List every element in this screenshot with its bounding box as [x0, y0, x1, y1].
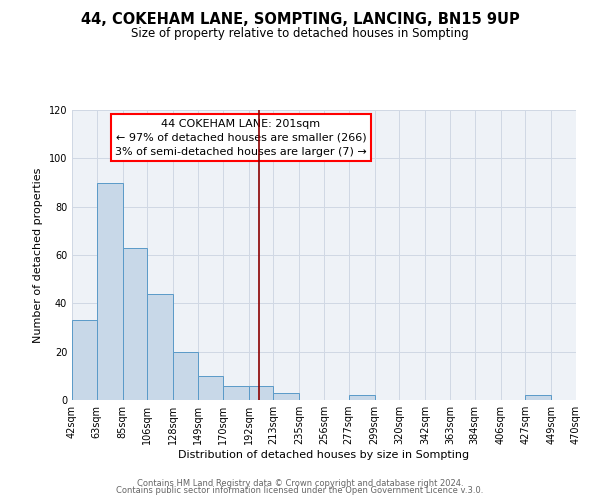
- Bar: [526, 395, 551, 400]
- Y-axis label: Number of detached properties: Number of detached properties: [33, 168, 43, 342]
- Bar: [349, 395, 374, 400]
- Bar: [248, 386, 274, 400]
- Bar: [97, 182, 122, 400]
- Text: Contains public sector information licensed under the Open Government Licence v.: Contains public sector information licen…: [116, 486, 484, 495]
- Bar: [223, 386, 248, 400]
- Bar: [173, 352, 198, 400]
- Bar: [148, 294, 173, 400]
- Bar: [274, 393, 299, 400]
- Text: 44 COKEHAM LANE: 201sqm
← 97% of detached houses are smaller (266)
3% of semi-de: 44 COKEHAM LANE: 201sqm ← 97% of detache…: [115, 118, 367, 156]
- Bar: [198, 376, 223, 400]
- Bar: [72, 320, 97, 400]
- Text: Size of property relative to detached houses in Sompting: Size of property relative to detached ho…: [131, 28, 469, 40]
- X-axis label: Distribution of detached houses by size in Sompting: Distribution of detached houses by size …: [178, 450, 470, 460]
- Text: Contains HM Land Registry data © Crown copyright and database right 2024.: Contains HM Land Registry data © Crown c…: [137, 478, 463, 488]
- Text: 44, COKEHAM LANE, SOMPTING, LANCING, BN15 9UP: 44, COKEHAM LANE, SOMPTING, LANCING, BN1…: [80, 12, 520, 28]
- Bar: [122, 248, 148, 400]
